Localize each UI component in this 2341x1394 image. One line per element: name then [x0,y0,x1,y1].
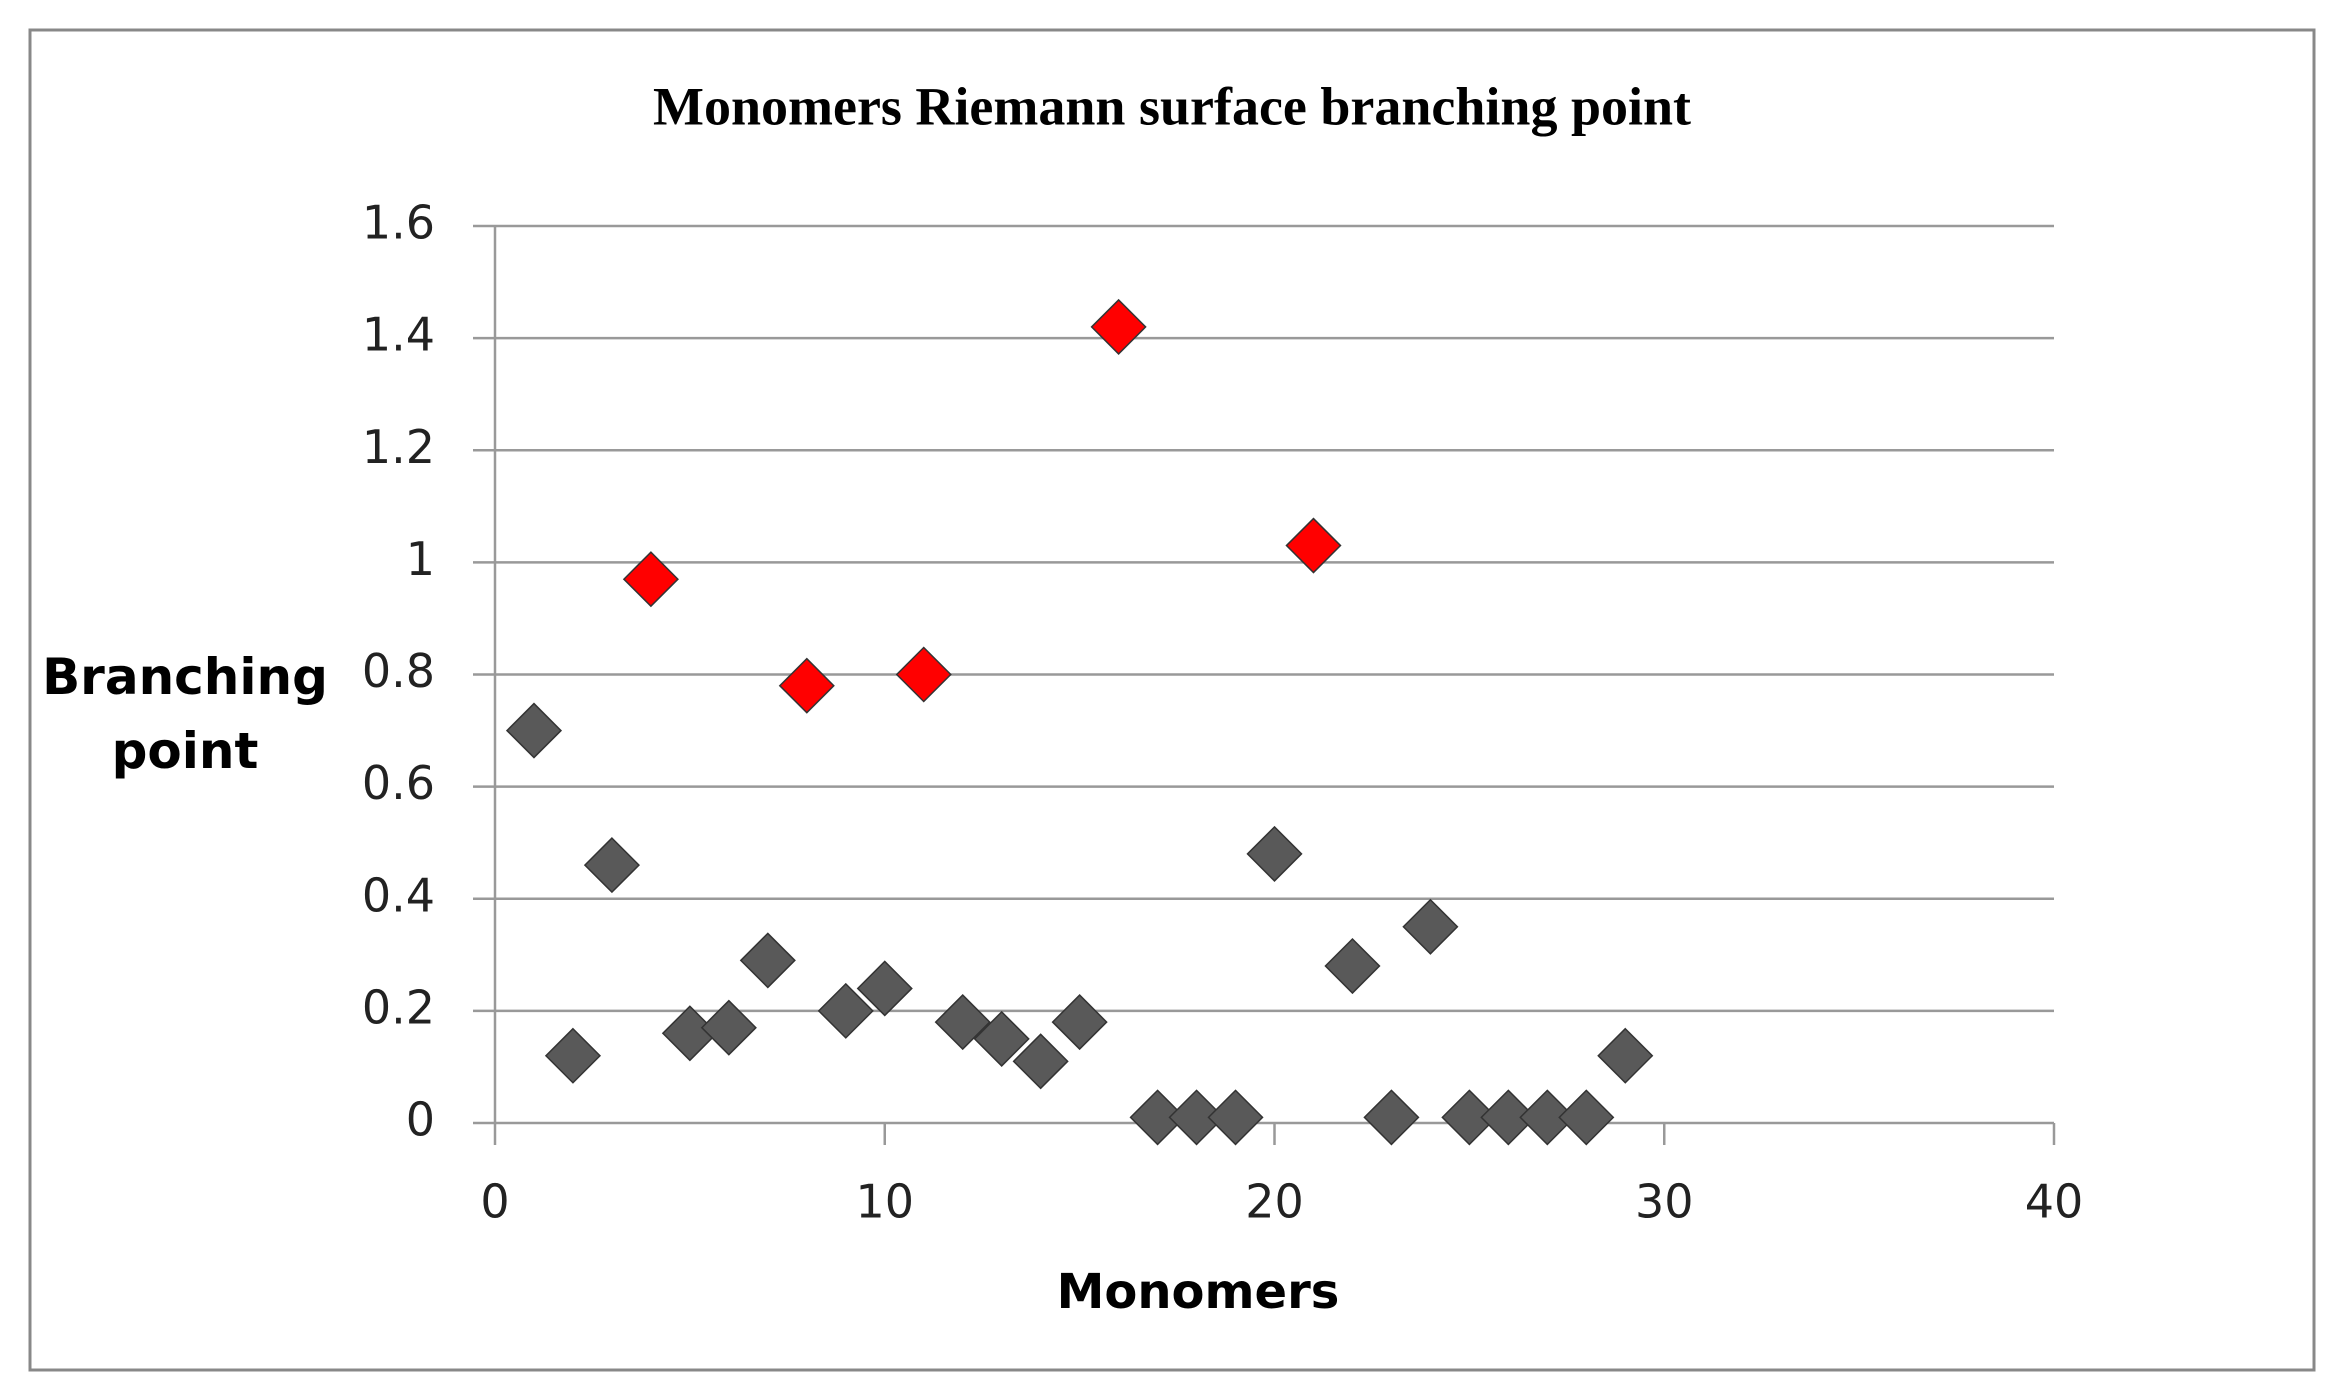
data-point [1090,298,1147,355]
data-point [739,932,796,989]
x-tick-label: 30 [1635,1175,1694,1229]
data-point [934,994,991,1051]
data-point [1441,1089,1498,1146]
data-point [1246,825,1303,882]
x-tick-label: 10 [855,1175,914,1229]
y-tick-label: 0 [406,1093,435,1147]
data-point [1012,1033,1069,1090]
x-tick-label: 0 [480,1175,509,1229]
data-point [1129,1089,1186,1146]
x-tick-label: 20 [1245,1175,1304,1229]
data-point [505,702,563,759]
y-tick-label: 1.2 [362,420,435,474]
y-tick-label: 0.6 [362,756,435,810]
data-point [778,657,835,714]
y-axis-label: Branching point [42,648,328,780]
data-point [1480,1089,1537,1146]
data-point [700,999,757,1056]
y-tick-label: 1.4 [362,308,435,362]
data-point [817,982,874,1039]
data-point [544,1027,602,1084]
data-point [1519,1089,1576,1146]
y-tick-label: 0.4 [362,868,435,922]
data-point [1324,937,1381,995]
chart-title: Monomers Riemann surface branching point [653,76,1691,136]
data-point [1363,1089,1420,1146]
data-point [583,837,640,894]
data-point [1597,1027,1654,1084]
x-tick-label: 40 [2025,1175,2084,1229]
data-point [1168,1089,1225,1146]
x-axis-label: Monomers [1057,1264,1340,1320]
y-tick-label: 1.6 [362,196,435,250]
data-point [1285,517,1342,574]
chart-border [28,28,2316,1372]
y-tick-label: 0.2 [362,980,435,1034]
data-point [1558,1089,1615,1146]
data-point [1207,1089,1264,1146]
data-point [622,551,679,608]
data-point [856,960,913,1017]
data-point [895,646,952,703]
y-tick-label: 0.8 [362,644,435,698]
data-point [1402,898,1459,955]
y-tick-label: 1 [406,532,435,586]
data-point [973,1010,1030,1067]
data-point [1051,994,1108,1051]
